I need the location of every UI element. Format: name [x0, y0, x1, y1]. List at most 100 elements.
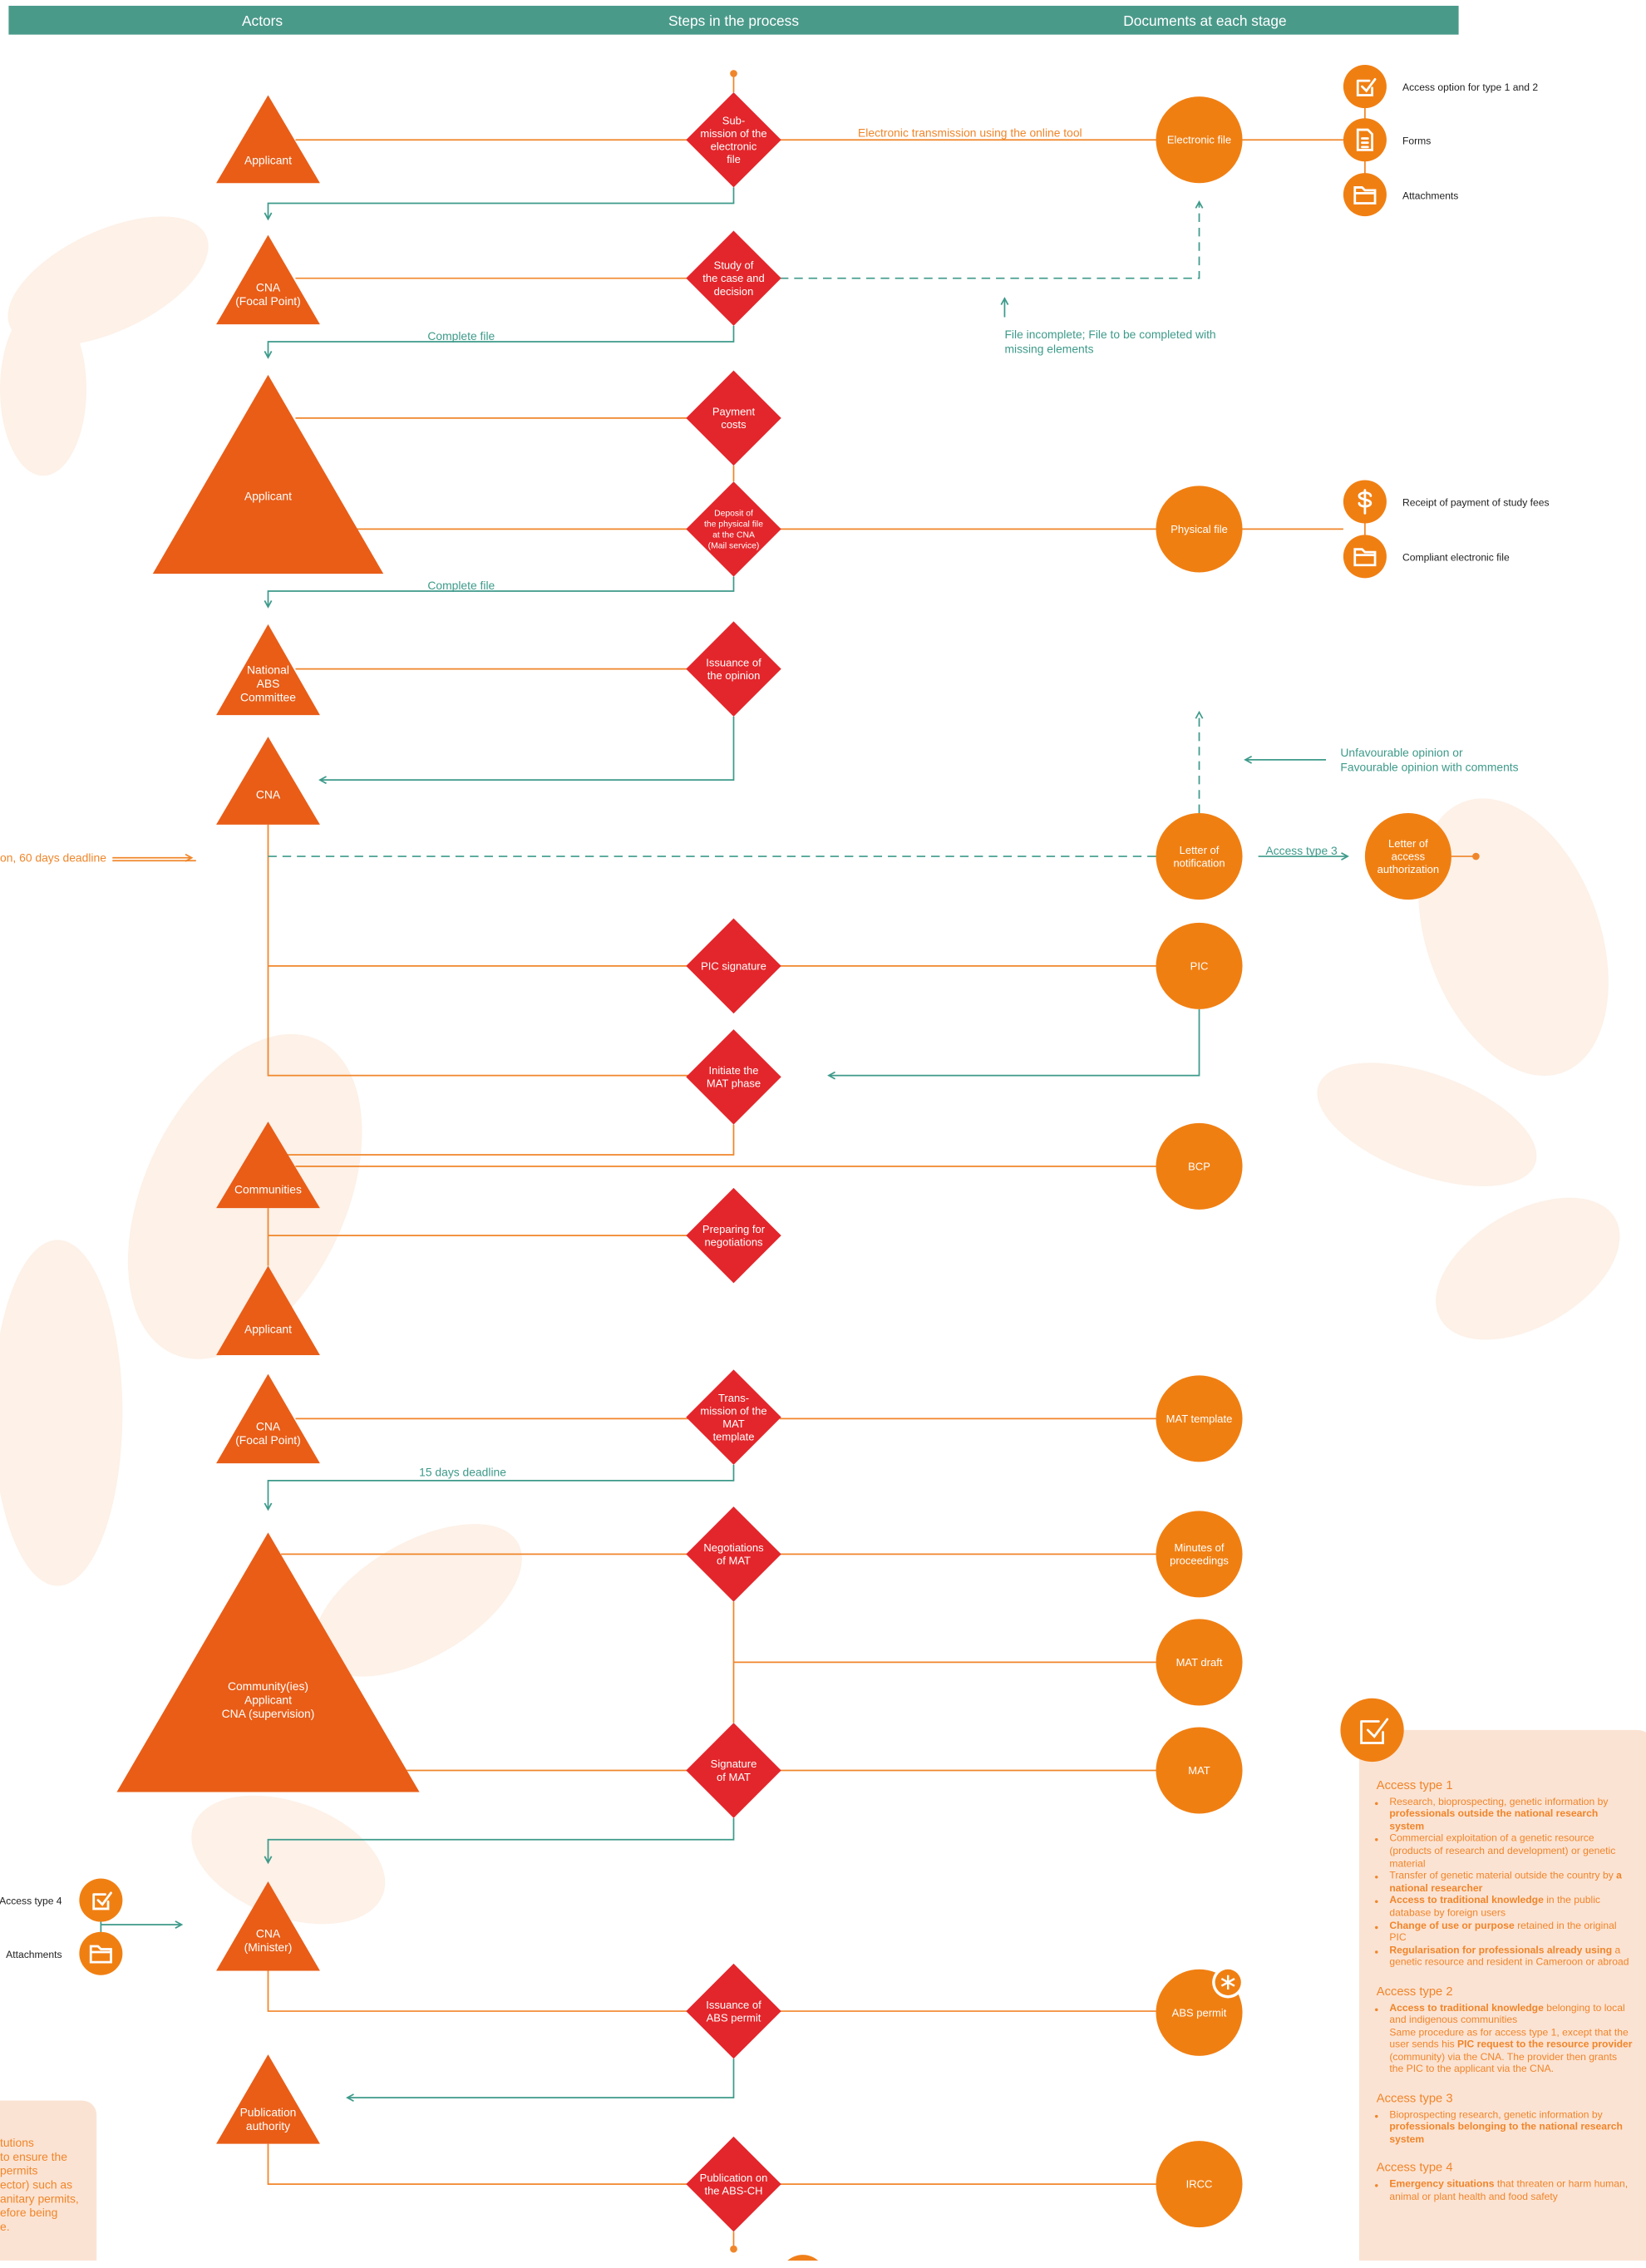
- legend-text: Transfer of genetic material outside the…: [1389, 1871, 1616, 1881]
- edge-label: on, 60 days deadline: [0, 851, 106, 865]
- legend-item: Change of use or purpose retained in the…: [1389, 1921, 1633, 1946]
- step-label-line: Negotiations: [703, 1541, 764, 1554]
- step-label-line: of MAT: [717, 1771, 751, 1783]
- step-label: Issuance ofABS permit: [706, 1999, 761, 2024]
- legend-item: Bioprospecting research, genetic informa…: [1389, 2110, 1633, 2147]
- actor-label-line: Community(ies): [228, 1679, 308, 1693]
- legend-text: Regularisation for professionals already…: [1389, 1946, 1612, 1956]
- edge-label: File incomplete; File to be completed wi…: [1004, 328, 1215, 355]
- legend-title: Access type 4: [1377, 2162, 1634, 2174]
- document-label-line: Physical file: [1170, 523, 1228, 535]
- actor-label-line: National: [247, 663, 289, 676]
- icon-circle: [1343, 173, 1387, 216]
- step-label: Publication onthe ABS-CH: [700, 2172, 768, 2197]
- step-label-line: template: [713, 1431, 755, 1443]
- document-label: IRCC: [1186, 2178, 1213, 2191]
- icon-label: Attachments: [1402, 190, 1458, 201]
- document-label: Minutes ofproceedings: [1170, 1541, 1229, 1567]
- actor-label: Publicationauthority: [240, 2106, 297, 2132]
- step-label: Preparing fornegotiations: [702, 1223, 766, 1249]
- note-line: efore being: [0, 2206, 57, 2219]
- actor-label-line: ABS: [257, 677, 280, 690]
- step-label: PIC signature: [701, 959, 766, 972]
- step-label-line: mission of the: [700, 1404, 766, 1417]
- document-label: Physical file: [1170, 523, 1228, 535]
- actor-label-line: Publication: [240, 2106, 297, 2119]
- document-label: MAT: [1188, 1764, 1210, 1777]
- legend-text: Research, bioprospecting, genetic inform…: [1389, 1797, 1608, 1807]
- legend-item: Emergency situations that threaten or ha…: [1389, 2180, 1633, 2205]
- page: ActorsSteps in the processDocuments at e…: [0, 0, 1646, 2261]
- icon-circle: [1340, 1699, 1403, 1762]
- edge-label-line: missing elements: [1004, 343, 1093, 356]
- actor-label-line: Applicant: [244, 1693, 292, 1706]
- connector: [829, 1009, 1200, 1076]
- actor-label-line: (Minister): [244, 1940, 293, 1954]
- actor-label-line: Committee: [240, 690, 296, 703]
- icon-circle: [1343, 118, 1387, 161]
- connector: [347, 2058, 734, 2098]
- actor-label: CNA: [256, 787, 281, 801]
- icon-label: Access option for type 1 and 2: [1402, 81, 1538, 93]
- step-label-line: at the CNA: [712, 531, 755, 540]
- actor-label: Communities: [234, 1182, 302, 1196]
- step-label-line: (Mail service): [708, 542, 760, 551]
- edge-label-line: Complete file: [427, 329, 495, 343]
- actor-label: Applicant: [244, 489, 292, 502]
- legend-list: Bioprospecting research, genetic informa…: [1377, 2110, 1634, 2147]
- document-label-line: proceedings: [1170, 1555, 1229, 1567]
- document-label-line: MAT template: [1166, 1413, 1233, 1425]
- actor-label-line: CNA: [256, 1419, 281, 1432]
- legend-list: Research, bioprospecting, genetic inform…: [1377, 1797, 1634, 1971]
- icon-label: Compliant electronic file: [1402, 552, 1510, 564]
- end-dot: [730, 70, 737, 77]
- step-label: Initiate theMAT phase: [707, 1064, 761, 1090]
- document-label-line: authorization: [1377, 863, 1439, 875]
- edge-label: Unfavourable opinion orFavourable opinio…: [1340, 746, 1518, 773]
- connector: [320, 717, 734, 780]
- step-label-line: Signature: [711, 1758, 757, 1770]
- step-label-line: negotiations: [704, 1235, 763, 1248]
- connector: [268, 187, 733, 219]
- edge-label-line: Access type 3: [1265, 844, 1338, 857]
- document-label-line: BCP: [1188, 1160, 1210, 1172]
- step-label: Signatureof MAT: [711, 1758, 757, 1783]
- legend-list: Access to traditional knowledge belongin…: [1377, 2004, 1634, 2078]
- header-label: Actors: [242, 12, 283, 29]
- actor-label: Applicant: [244, 153, 292, 166]
- note-line: e.: [0, 2220, 10, 2233]
- step-label-line: costs: [721, 418, 747, 431]
- legend-text: professionals belonging to the national …: [1389, 2123, 1623, 2145]
- legend-item: Commercial exploitation of a genetic res…: [1389, 1834, 1633, 1871]
- icon-label: Forms: [1402, 135, 1431, 146]
- legend-text: Bioprospecting research, genetic informa…: [1389, 2110, 1602, 2120]
- connector: [268, 326, 733, 357]
- step-label-line: Deposit of: [714, 510, 753, 519]
- connector: [268, 2144, 688, 2185]
- actor-label-line: Applicant: [244, 489, 292, 502]
- note-line: to ensure the: [0, 2150, 67, 2163]
- legend-item: Access to traditional knowledge belongin…: [1389, 2004, 1633, 2078]
- actor-triangle: [153, 375, 383, 574]
- edge-label-line: 15 days deadline: [419, 1465, 506, 1478]
- edge-label: 15 days deadline: [419, 1465, 506, 1478]
- next-node: [780, 2255, 825, 2261]
- legend-list: Emergency situations that threaten or ha…: [1377, 2180, 1634, 2205]
- note-line: ector) such as: [0, 2178, 72, 2192]
- legend-text: (community) via the CNA. The provider th…: [1389, 2053, 1617, 2075]
- document-label-line: Minutes of: [1175, 1541, 1225, 1554]
- legend-item: Transfer of genetic material outside the…: [1389, 1871, 1633, 1896]
- connector: [268, 1971, 688, 2012]
- edge-label-line: Electronic transmission using the online…: [858, 126, 1082, 139]
- actor-label-line: Communities: [234, 1182, 302, 1196]
- document-label-line: ABS permit: [1172, 2006, 1227, 2019]
- step-label-line: Payment: [712, 406, 756, 418]
- legend-text: Access to traditional knowledge: [1389, 1896, 1543, 1906]
- document-label-line: Letter of: [1388, 837, 1428, 850]
- note-line: anitary permits,: [0, 2192, 79, 2205]
- document-label: ABS permit: [1172, 2006, 1227, 2019]
- connector: [780, 202, 1200, 279]
- edge-label: Access type 3: [1265, 844, 1338, 857]
- step-label-line: Preparing for: [702, 1223, 766, 1235]
